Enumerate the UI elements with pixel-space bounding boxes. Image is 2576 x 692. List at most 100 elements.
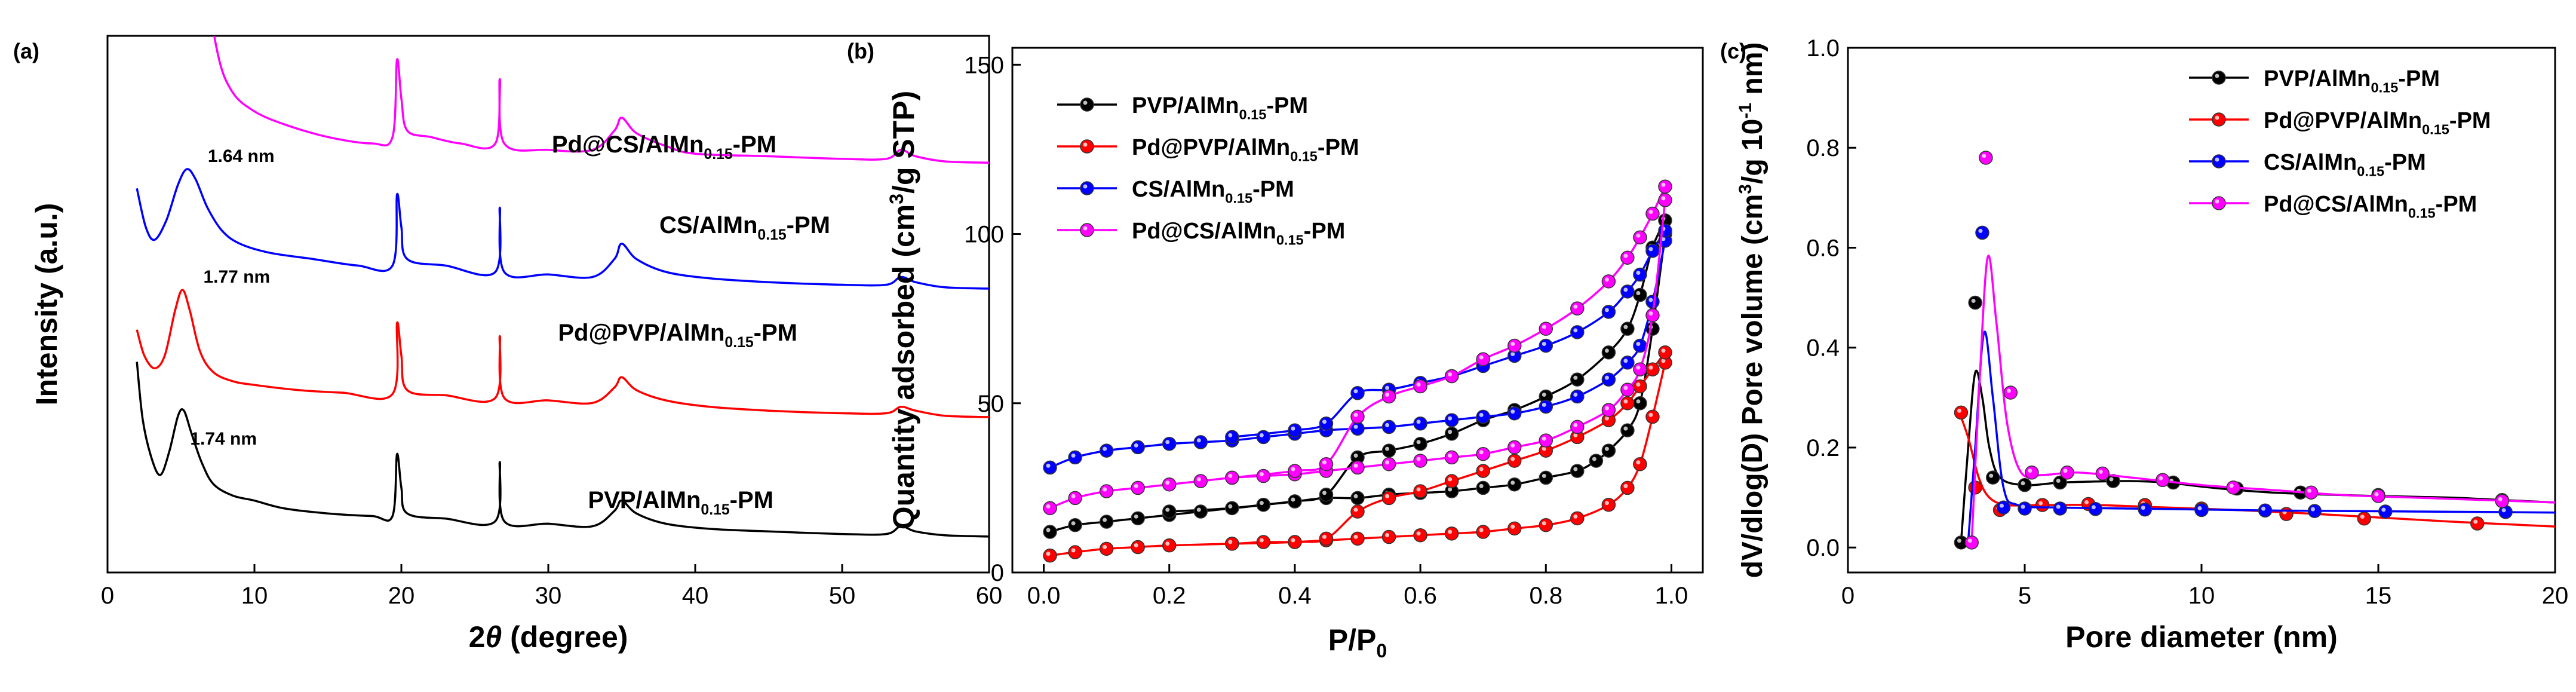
data-point-highlight bbox=[1648, 311, 1653, 316]
data-point-highlight bbox=[2374, 492, 2379, 497]
psd-point bbox=[2060, 466, 2074, 480]
adsorption-point bbox=[1350, 531, 1365, 546]
data-point-highlight bbox=[1978, 228, 1983, 233]
desorption-point bbox=[1444, 427, 1459, 441]
desorption-point bbox=[1413, 484, 1427, 498]
data-point-highlight bbox=[1636, 460, 1641, 465]
adsorption-point bbox=[1507, 521, 1522, 536]
y-tick-label: 50 bbox=[978, 391, 1005, 417]
data-point-highlight bbox=[1510, 457, 1515, 461]
data-point-highlight bbox=[1416, 487, 1421, 492]
x-tick-label: 50 bbox=[829, 583, 856, 609]
data-point-highlight bbox=[1385, 422, 1390, 427]
psd-point bbox=[2194, 503, 2209, 518]
desorption-point bbox=[1162, 504, 1177, 519]
data-point-highlight bbox=[1967, 538, 1972, 543]
data-point-highlight bbox=[2141, 506, 2145, 510]
data-point-highlight bbox=[1661, 359, 1666, 363]
data-point-highlight bbox=[2091, 505, 2096, 510]
adsorption-point bbox=[1043, 460, 1057, 475]
adsorption-point bbox=[1413, 528, 1427, 543]
psd-line bbox=[1960, 369, 2555, 543]
data-point-highlight bbox=[1623, 253, 1628, 258]
adsorption-point bbox=[1193, 474, 1208, 488]
psd-line bbox=[1970, 255, 2555, 543]
adsorption-point bbox=[1193, 435, 1208, 449]
adsorption-point bbox=[1601, 372, 1616, 387]
data-point-highlight bbox=[1636, 233, 1641, 238]
legend-marker bbox=[2212, 71, 2226, 85]
data-point-highlight bbox=[1542, 392, 1546, 397]
data-point-highlight bbox=[2056, 478, 2061, 483]
y-axis-label: Quantity adsorbed (cm3/g STP) bbox=[886, 91, 920, 530]
adsorption-point bbox=[1162, 538, 1177, 553]
psd-point bbox=[1979, 151, 1993, 165]
y-tick-label: 150 bbox=[964, 52, 1004, 78]
data-point-highlight bbox=[1071, 494, 1076, 498]
desorption-line bbox=[1232, 186, 1666, 479]
desorption-point bbox=[1256, 497, 1271, 512]
data-point-highlight bbox=[1479, 528, 1484, 532]
desorption-point bbox=[1413, 379, 1427, 394]
psd-point bbox=[2018, 477, 2032, 492]
adsorption-point bbox=[1645, 308, 1660, 323]
data-point-highlight bbox=[2109, 477, 2114, 482]
adsorption-point bbox=[1539, 433, 1553, 448]
legend-label: Pd@CS/AlMn0.15-PM bbox=[2264, 192, 2477, 221]
desorption-point bbox=[1633, 230, 1647, 244]
desorption-point bbox=[1658, 179, 1672, 194]
data-point-highlight bbox=[1165, 480, 1170, 485]
data-point-highlight bbox=[1385, 494, 1390, 498]
x-tick-label: 0.6 bbox=[1404, 583, 1437, 609]
data-point-highlight bbox=[2215, 157, 2219, 162]
adsorption-point bbox=[1131, 480, 1145, 495]
legend-marker bbox=[2212, 154, 2226, 169]
adsorption-point bbox=[1645, 321, 1660, 336]
desorption-point bbox=[1288, 423, 1302, 437]
psd-point bbox=[2357, 511, 2372, 526]
desorption-point bbox=[1350, 386, 1365, 400]
adsorption-point bbox=[1645, 409, 1660, 424]
data-point-highlight bbox=[1448, 477, 1453, 482]
data-point-highlight bbox=[1083, 184, 1088, 189]
adsorption-point bbox=[1444, 526, 1459, 541]
data-point-highlight bbox=[1542, 521, 1546, 526]
plot-frame bbox=[106, 35, 990, 574]
adsorption-point bbox=[1507, 477, 1522, 492]
y-axis-label: dV/dlog(D) Pore volume (cm3/g 10-1 nm) bbox=[1736, 42, 1768, 578]
desorption-point bbox=[1319, 487, 1334, 502]
peak-label: 1.64 nm bbox=[208, 146, 275, 166]
data-point-highlight bbox=[1661, 348, 1666, 353]
xrd-line bbox=[136, 168, 989, 290]
data-point-highlight bbox=[1196, 507, 1201, 512]
desorption-point bbox=[1633, 379, 1647, 394]
data-point-highlight bbox=[1353, 494, 1358, 498]
data-point-highlight bbox=[1353, 389, 1358, 394]
data-point-highlight bbox=[1623, 287, 1628, 292]
psd-point bbox=[1964, 535, 1979, 550]
data-point-highlight bbox=[1416, 457, 1421, 461]
adsorption-point bbox=[1570, 389, 1585, 404]
data-point-highlight bbox=[1479, 355, 1484, 360]
data-point-highlight bbox=[1259, 472, 1264, 477]
psd-point bbox=[2226, 480, 2241, 495]
psd-point bbox=[2279, 507, 2293, 521]
psd-point bbox=[1975, 225, 1989, 240]
series-group bbox=[136, 36, 989, 538]
data-point-highlight bbox=[1046, 504, 1051, 509]
y-tick-label: 0 bbox=[991, 560, 1004, 586]
data-point-highlight bbox=[1510, 524, 1515, 529]
legend-marker bbox=[1080, 97, 1094, 112]
adsorption-point bbox=[1601, 497, 1616, 512]
psd-point bbox=[2018, 501, 2032, 516]
desorption-point bbox=[1444, 474, 1459, 488]
desorption-point bbox=[1633, 287, 1647, 302]
desorption-point bbox=[1645, 362, 1660, 376]
data-point-highlight bbox=[1353, 424, 1358, 429]
adsorption-point bbox=[1068, 545, 1082, 559]
x-tick-label: 40 bbox=[682, 583, 709, 609]
data-point-highlight bbox=[1648, 210, 1653, 215]
data-point-highlight bbox=[1604, 277, 1609, 282]
desorption-point bbox=[1570, 325, 1585, 339]
